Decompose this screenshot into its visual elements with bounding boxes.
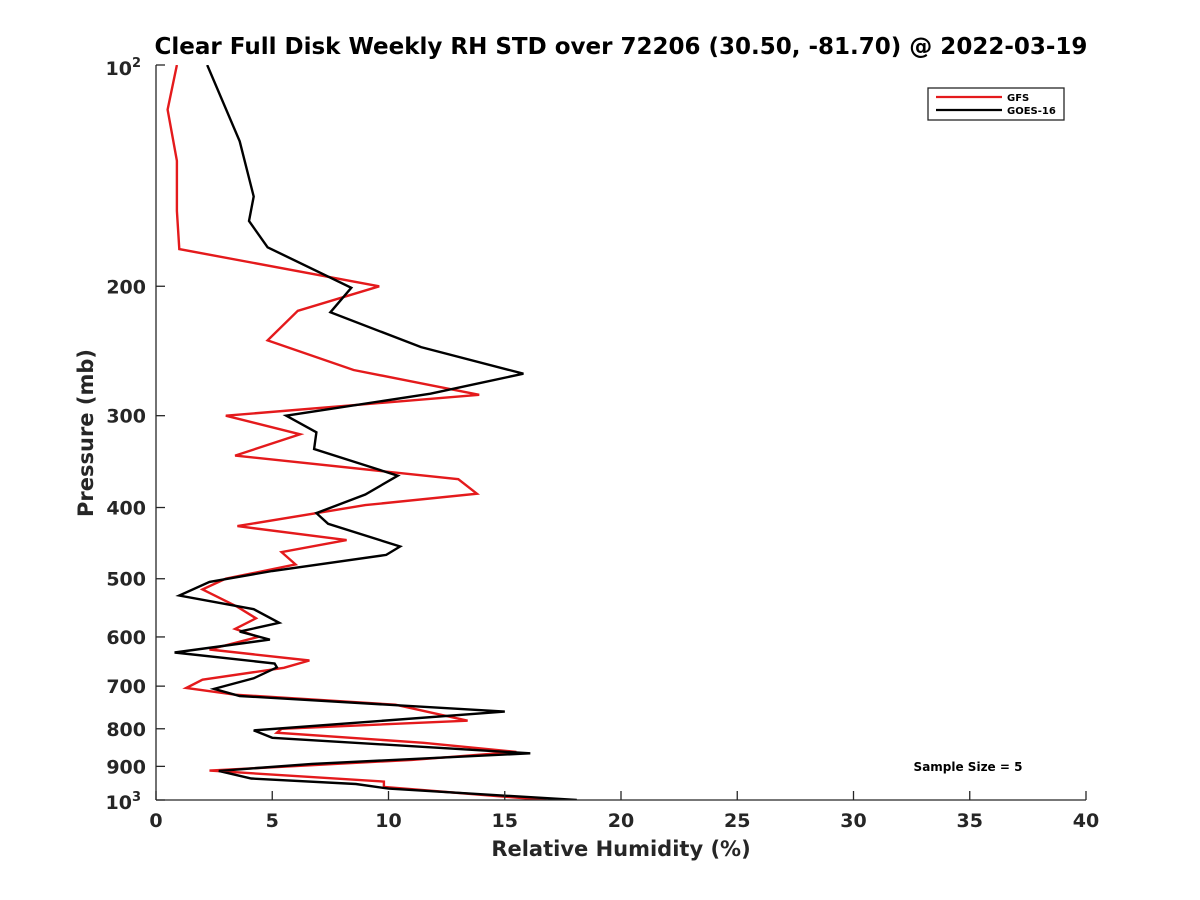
y-tick-label: 200	[106, 276, 146, 298]
y-tick-label: 500	[106, 569, 146, 591]
legend: GFS GOES-16	[927, 87, 1065, 121]
x-tick-label: 30	[840, 810, 866, 832]
series-layer	[166, 65, 577, 800]
y-tick-label: 300	[106, 406, 146, 428]
y-tick-label-bottom: 103	[106, 790, 142, 814]
x-tick-label: 0	[149, 810, 162, 832]
legend-label-gfs: GFS	[1007, 93, 1029, 104]
y-tick-label-top: 102	[106, 56, 142, 80]
y-axis-label: Pressure (mb)	[74, 349, 98, 517]
x-tick-label: 5	[266, 810, 279, 832]
x-tick-label: 15	[492, 810, 518, 832]
y-tick-label: 700	[106, 676, 146, 698]
x-tick-label: 25	[724, 810, 750, 832]
x-axis-ticks: 0 5 10 15 20 25 30 35 40	[149, 791, 1099, 832]
sample-size-annotation: Sample Size = 5	[914, 760, 1023, 774]
x-tick-label: 40	[1073, 810, 1099, 832]
series-line-gfs	[166, 65, 547, 800]
chart-title: Clear Full Disk Weekly RH STD over 72206…	[155, 34, 1088, 60]
x-axis-label: Relative Humidity (%)	[491, 837, 750, 861]
y-tick-label: 400	[106, 498, 146, 520]
y-tick-label: 600	[106, 627, 146, 649]
x-tick-label: 35	[957, 810, 983, 832]
y-tick-label: 800	[106, 719, 146, 741]
legend-label-goes16: GOES-16	[1007, 106, 1056, 117]
y-axis-ticks: 200 300 400 500 600 700 800 900	[106, 64, 165, 801]
y-tick-label: 900	[106, 756, 146, 778]
legend-box	[927, 87, 1065, 121]
x-tick-label: 10	[375, 810, 401, 832]
x-tick-label: 20	[608, 810, 634, 832]
series-line-goes-16	[174, 65, 577, 800]
